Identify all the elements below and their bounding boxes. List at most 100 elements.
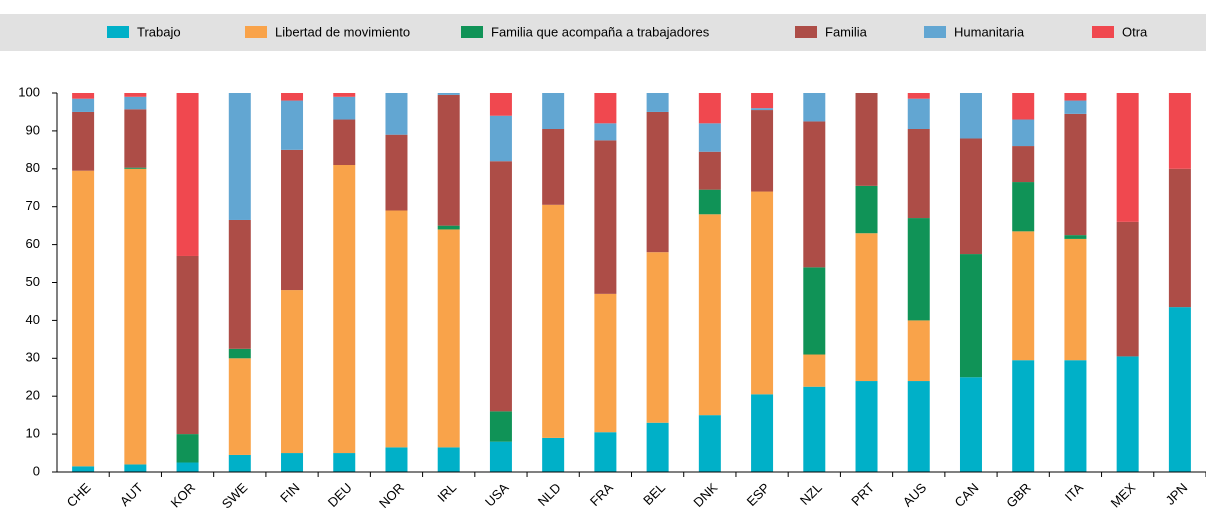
x-tick-label: KOR (168, 480, 199, 510)
bar-segment (281, 149, 304, 291)
x-tick-label: NZL (797, 480, 825, 508)
bar-segment (855, 233, 878, 382)
x-tick-label: BEL (640, 480, 668, 508)
legend-swatch (461, 26, 483, 38)
bar-segment (751, 110, 774, 192)
bar-segment (228, 358, 251, 455)
bar-segment (281, 453, 304, 472)
bar-segment (1168, 307, 1191, 472)
y-tick-label: 0 (33, 463, 40, 478)
legend-swatch (107, 26, 129, 38)
bar-segment (646, 252, 669, 423)
legend-label: Libertad de movimiento (275, 24, 410, 39)
bar-segment (437, 229, 460, 448)
x-tick-label: FIN (277, 480, 302, 505)
y-tick-label: 100 (18, 84, 40, 99)
x-tick-label: USA (482, 480, 512, 510)
bar-segment (1064, 93, 1087, 101)
bar-segment (333, 453, 356, 472)
x-tick-label: CAN (952, 480, 982, 510)
bar-segment (751, 108, 774, 111)
bar-segment (385, 447, 408, 472)
bar-segment (489, 441, 512, 472)
bar-segment (542, 437, 565, 472)
bar-segment (1116, 93, 1139, 222)
bar-segment (751, 93, 774, 109)
bar-segment (803, 386, 826, 472)
bar-segment (124, 167, 147, 169)
bar-segment (72, 93, 95, 99)
bar-segment (751, 394, 774, 472)
x-tick-label: MEX (1108, 480, 1139, 510)
bar-segment (124, 109, 147, 168)
bar-segment (959, 254, 982, 378)
bar-segment (1012, 93, 1035, 120)
bar-segment (803, 121, 826, 268)
x-tick-label: CHE (64, 480, 94, 510)
bar-segment (646, 111, 669, 253)
x-tick-label: JPN (1162, 480, 1190, 508)
y-tick-label: 60 (26, 236, 40, 251)
bar-segment (176, 434, 199, 463)
bar-segment (176, 93, 199, 256)
x-tick-label: ESP (744, 480, 773, 509)
bar-segment (698, 214, 721, 416)
bar-segment (333, 119, 356, 166)
y-tick-label: 40 (26, 312, 40, 327)
bar-segment (489, 161, 512, 412)
bar-segment (489, 115, 512, 162)
legend-label: Otra (1122, 24, 1148, 39)
x-tick-label: FRA (587, 480, 616, 509)
legend-swatch (795, 26, 817, 38)
bar-segment (698, 189, 721, 215)
y-tick-label: 80 (26, 160, 40, 175)
y-tick-label: 20 (26, 388, 40, 403)
x-tick-label: NOR (376, 480, 407, 510)
bar-segment (959, 138, 982, 255)
bar-segment (437, 447, 460, 472)
legend-label: Trabajo (137, 24, 181, 39)
x-tick-label: SWE (219, 480, 251, 510)
bar-segment (72, 98, 95, 112)
bar-segment (124, 464, 147, 472)
bar-segment (542, 129, 565, 205)
legend-swatch (924, 26, 946, 38)
bar-segment (594, 293, 617, 433)
bar-segment (542, 93, 565, 130)
bar-segment (959, 377, 982, 472)
y-tick-label: 50 (26, 274, 40, 289)
bar-segment (1012, 182, 1035, 232)
bar-segment (385, 210, 408, 448)
legend-label: Familia que acompaña a trabajadores (491, 24, 710, 39)
legend-background (0, 14, 1206, 51)
bar-segment (907, 320, 930, 382)
bar-segment (1168, 93, 1191, 169)
bar-segment (333, 96, 356, 120)
bar-segment (959, 93, 982, 139)
bar-segment (542, 204, 565, 438)
bar-segment (1012, 360, 1035, 472)
y-tick-label: 70 (26, 198, 40, 213)
bar-segment (803, 267, 826, 355)
legend-label: Humanitaria (954, 24, 1025, 39)
bar-segment (855, 381, 878, 472)
bar-segment (907, 381, 930, 472)
y-tick-label: 30 (26, 350, 40, 365)
bar-segment (124, 93, 147, 97)
x-tick-label: IRL (434, 480, 459, 505)
x-tick-label: PRT (848, 480, 877, 509)
bar-segment (333, 165, 356, 454)
bar-segment (72, 111, 95, 171)
bar-segment (281, 100, 304, 150)
bar-segment (594, 140, 617, 294)
bar-segment (437, 93, 460, 95)
bar-segment (1116, 221, 1139, 357)
bar-segment (594, 432, 617, 472)
bar-segment (803, 354, 826, 387)
bar-segment (855, 185, 878, 234)
bar-segment (1116, 356, 1139, 472)
bar-segment (437, 94, 460, 226)
bar-segment (489, 411, 512, 442)
bar-segment (72, 170, 95, 467)
